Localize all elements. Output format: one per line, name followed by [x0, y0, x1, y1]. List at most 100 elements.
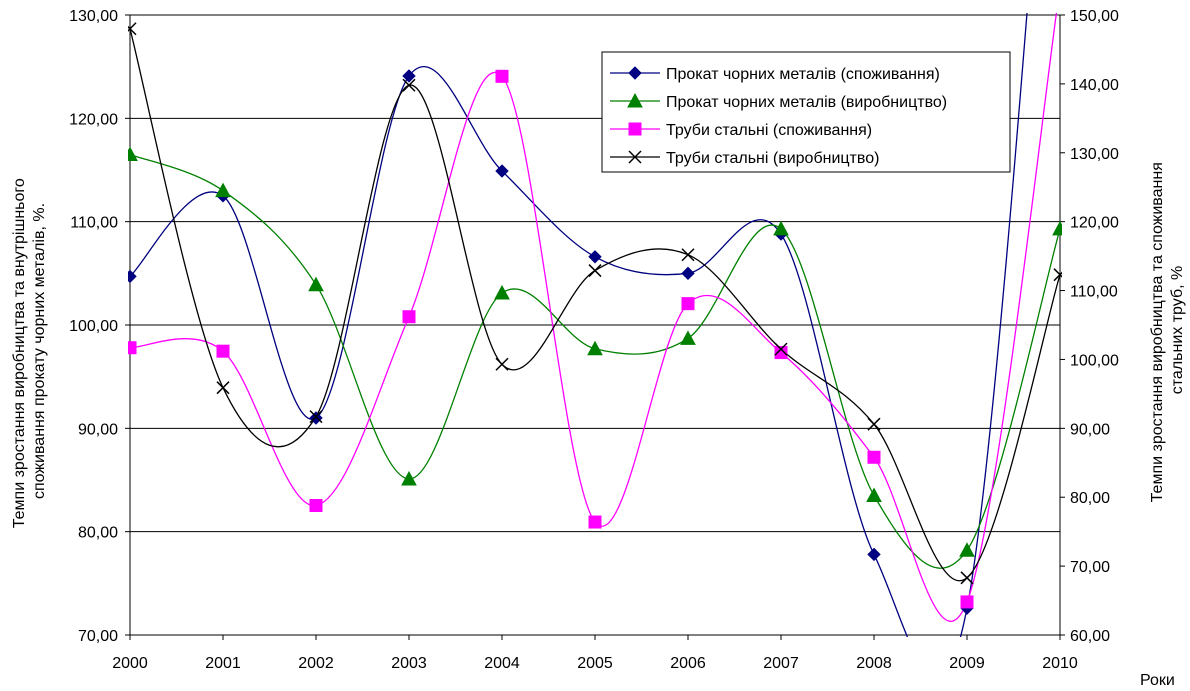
data-point — [774, 346, 788, 360]
x-marker-stroke — [628, 150, 642, 164]
legend-box — [601, 51, 1011, 173]
data-point — [588, 264, 602, 278]
legend: Прокат чорних металів (споживання) Прокат… — [601, 51, 1011, 173]
data-point — [867, 417, 881, 431]
left-y-axis-title-line-1: Темпи зростання виробництва та внутрішнь… — [11, 178, 28, 528]
x-tick-label: 2007 — [763, 655, 799, 672]
data-point — [959, 542, 975, 557]
x-tick-label: 2002 — [298, 655, 334, 672]
right-y-tick-label: 140,00 — [1070, 77, 1119, 94]
gridlines — [130, 14, 1060, 636]
data-point — [216, 344, 230, 358]
left-y-axis-title-line-2: споживання прокату чорних металів, %. — [31, 203, 48, 499]
right-y-tick-label: 120,00 — [1070, 215, 1119, 232]
series-line-4 — [129, 28, 1061, 582]
right-y-tick-label: 80,00 — [1070, 490, 1110, 507]
left-y-tick-label: 110,00 — [70, 215, 118, 232]
legend-label: Труби стальні (виробництво) — [666, 150, 879, 167]
x-marker-stroke — [309, 410, 323, 424]
x-tick-label: 2000 — [112, 655, 148, 672]
data-point — [587, 340, 603, 356]
data-point — [960, 595, 974, 609]
data-point — [774, 342, 788, 356]
series-markers — [128, 22, 1062, 615]
data-point — [680, 330, 696, 345]
data-point — [128, 22, 137, 36]
data-point — [681, 248, 695, 262]
left-y-tick-label: 130,00 — [69, 8, 118, 25]
x-tick-label: 2003 — [391, 655, 427, 672]
legend-marker — [627, 92, 643, 108]
right-y-axis-title-line-1: Темпи зростання виробництва та споживанн… — [1149, 162, 1166, 502]
x-marker-stroke — [588, 264, 602, 278]
left-y-axis-title: Темпи зростання виробництва та внутрішнь… — [11, 174, 48, 528]
data-point — [495, 69, 509, 83]
x-tick-label: 2001 — [205, 655, 241, 672]
data-point — [308, 276, 324, 292]
data-point — [215, 182, 231, 198]
left-y-tick-label: 70,00 — [78, 628, 118, 645]
data-point — [309, 498, 323, 512]
data-point — [402, 78, 416, 92]
legend-marker — [628, 122, 642, 136]
data-point — [402, 69, 416, 83]
x-tick-label: 2004 — [484, 655, 520, 672]
data-point — [401, 470, 417, 486]
x-marker-stroke — [495, 357, 509, 371]
data-point — [588, 250, 602, 264]
data-point — [128, 341, 137, 355]
data-point — [588, 515, 602, 529]
x-tick-label: 2008 — [856, 655, 892, 672]
x-marker-stroke — [774, 342, 788, 356]
legend-label: Прокат чорних металів (споживання) — [666, 66, 940, 83]
right-y-axis-title-line-2: стальних труб, % — [1169, 266, 1186, 394]
x-marker-stroke — [402, 78, 416, 92]
x-tick-label: 2005 — [577, 655, 613, 672]
left-y-tick-label: 100,00 — [69, 318, 118, 335]
x-marker-stroke — [867, 417, 881, 431]
data-point — [681, 266, 695, 281]
legend-label: Труби стальні (споживання) — [666, 122, 872, 139]
x-marker-stroke — [128, 22, 137, 32]
right-y-tick-label: 70,00 — [1070, 559, 1110, 576]
right-y-tick-label: 150,00 — [1070, 8, 1119, 25]
legend-label: Прокат чорних металів (виробництво) — [666, 94, 947, 111]
data-point — [128, 146, 138, 161]
legend-marker — [628, 150, 642, 164]
data-point — [402, 310, 416, 324]
right-y-axis-title: Темпи зростання виробництва та споживанн… — [1149, 158, 1186, 503]
series-line-2 — [129, 153, 1061, 569]
data-point — [867, 547, 881, 562]
data-point — [1052, 220, 1062, 236]
data-point — [495, 357, 509, 371]
data-point — [773, 220, 789, 236]
x-marker-stroke — [1053, 271, 1062, 282]
data-point — [309, 410, 323, 424]
left-y-tick-label: 90,00 — [78, 421, 118, 438]
axes: 70,00 80,00 90,00 100,00 110,00 120,00 130,00 6… — [69, 8, 1119, 672]
data-point — [960, 571, 974, 585]
data-point — [1053, 268, 1062, 282]
left-y-tick-label: 120,00 — [69, 111, 118, 128]
right-y-tick-label: 100,00 — [1070, 352, 1119, 369]
data-point — [867, 450, 881, 464]
right-y-tick-label: 110,00 — [1070, 284, 1118, 301]
x-tick-label: 2006 — [670, 655, 706, 672]
data-point — [866, 487, 882, 502]
data-point — [681, 297, 695, 311]
x-tick-label: 2009 — [949, 655, 985, 672]
data-point — [494, 284, 510, 300]
x-marker-stroke — [681, 248, 695, 262]
data-point — [309, 411, 323, 425]
legend-marker — [628, 66, 642, 80]
x-axis-title: Роки — [1140, 672, 1175, 689]
right-y-tick-label: 90,00 — [1070, 421, 1110, 438]
data-point — [128, 269, 137, 284]
x-marker-stroke — [960, 571, 974, 585]
left-y-tick-label: 80,00 — [78, 525, 118, 542]
right-y-tick-label: 60,00 — [1070, 628, 1110, 645]
right-y-tick-label: 130,00 — [1070, 146, 1119, 163]
x-tick-label: 2010 — [1042, 655, 1078, 672]
data-point — [216, 381, 230, 395]
